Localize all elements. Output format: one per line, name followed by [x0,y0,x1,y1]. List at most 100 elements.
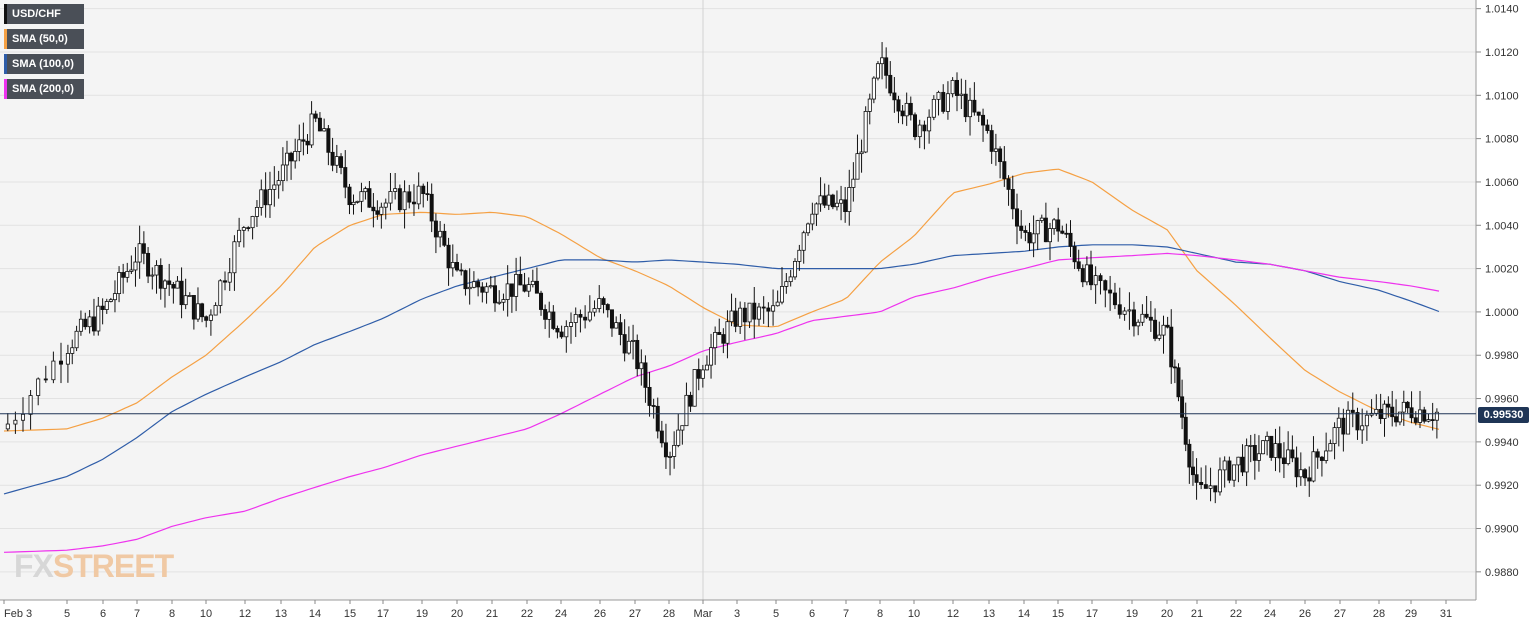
candle [204,315,209,328]
candle-body-up [267,189,272,206]
candle-body-up [931,98,936,118]
x-tick-label: 7 [134,608,140,620]
candle [272,166,277,207]
candle [1027,222,1032,251]
candle-body-up [484,286,489,293]
candle [766,302,771,327]
candle [1401,390,1406,426]
candle-body-down [429,193,434,222]
candle-body-down [1269,435,1274,458]
candle [729,293,734,327]
legend-item-sma200[interactable]: SMA (200,0) [4,79,84,99]
candle-body-up [28,395,33,415]
candle [814,202,819,226]
candle-body-down [913,114,918,138]
candle-body-down [721,334,726,344]
candle-body-up [1324,450,1329,461]
candle [334,144,339,173]
candle-body-down [1019,225,1024,231]
candle-body-down [411,201,416,205]
x-tick-label: 10 [908,608,920,620]
x-tick-label: 6 [100,608,106,620]
candle-body-up [1374,408,1379,414]
candle-body-up [208,314,213,321]
candle-body-up [756,306,761,320]
candle [647,371,652,417]
candle [293,138,298,169]
watermark-fx: FX [14,548,54,584]
candle [237,217,242,247]
candle-body-up [950,79,955,95]
candle [108,297,113,303]
candle-body-up [797,249,802,262]
candle-body-up [1232,464,1237,481]
candle-body-up [297,139,302,152]
candle [276,170,281,199]
candle [855,134,860,180]
candle [1227,456,1232,484]
candle [968,87,973,136]
candle [442,223,447,247]
legend-item-sma50[interactable]: SMA (50,0) [4,29,84,49]
x-tick-label: 22 [521,608,533,620]
candle [950,77,955,98]
candle-body-down [601,298,606,305]
candle-body-up [1236,456,1241,466]
candle [972,82,977,116]
candle [1056,207,1061,242]
legend-item-sma100[interactable]: SMA (100,0) [4,54,84,74]
candle-body-down [1148,316,1153,321]
x-tick-label: 21 [1191,608,1203,620]
candle-body-up [859,151,864,155]
candle [771,289,776,326]
candle-body-down [892,92,897,101]
candle-body-down [752,302,757,320]
candle [280,147,285,192]
legend-swatch-sma50 [4,29,7,49]
candle-body-up [834,202,839,208]
candle [191,295,196,330]
candle-body-up [1039,217,1044,221]
candle [826,184,831,211]
candle-body-down [425,193,430,196]
candle [526,277,531,297]
candle [643,355,648,403]
candle [555,325,560,339]
x-tick-label: 8 [169,608,175,620]
candle-body-up [839,199,844,204]
candle [501,293,506,311]
candle [713,326,718,365]
candle [931,95,936,121]
candle-body-down [609,309,614,329]
candle-body-down [1169,326,1174,368]
y-tick-label: 1.0080 [1485,134,1519,146]
candle-body-up [684,394,689,427]
x-tick-label: 8 [877,608,883,620]
candle-body-down [989,130,994,152]
candle-body-down [1056,219,1061,232]
candle [651,398,656,419]
candle-body-down [1131,309,1136,327]
candle-body-up [1360,425,1365,431]
candle [438,221,443,248]
candle-body-up [355,200,360,203]
candle [936,90,941,116]
candle-body-up [709,347,714,366]
legend-item-price[interactable]: USD/CHF [4,4,84,24]
candle [301,122,306,156]
candle [668,451,673,476]
candle-body-down [1014,208,1019,227]
candle-body-up [514,274,519,297]
x-tick-label: 27 [629,608,641,620]
candle-body-down [1068,232,1073,247]
candle [326,125,331,166]
candle [761,296,766,324]
candle-body-down [605,304,610,311]
candle [347,183,352,215]
y-tick-label: 1.0040 [1485,220,1519,232]
candle [700,364,705,388]
candle-body-up [1401,401,1406,413]
candle-body-down [347,186,352,206]
candle [830,193,835,210]
candle [267,171,272,218]
